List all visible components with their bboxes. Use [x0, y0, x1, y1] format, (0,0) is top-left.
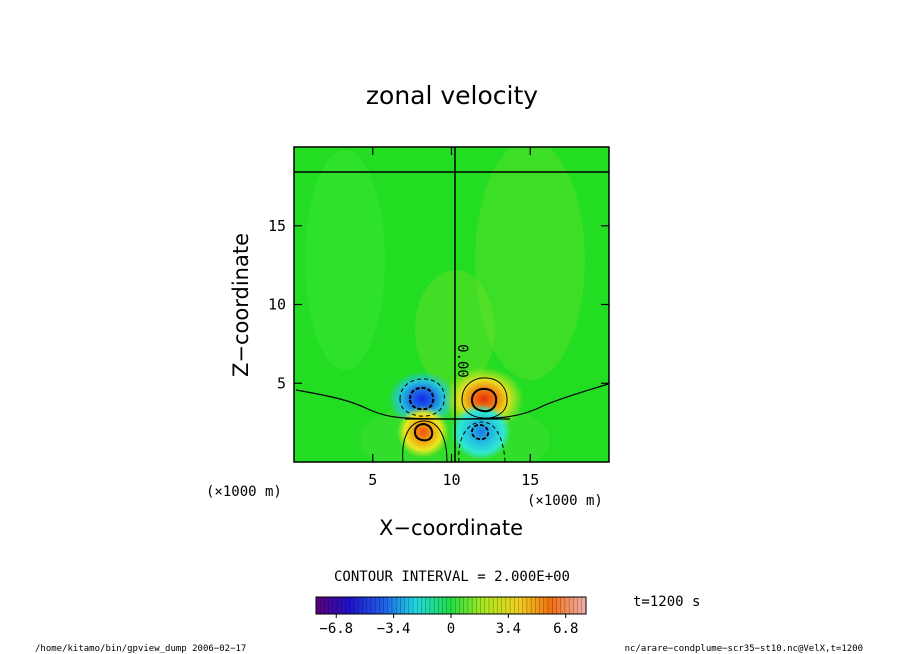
footer-right: nc/arare−condplume−scr35−st10.nc@VelX,t=… — [625, 644, 863, 654]
x-tick-label: 10 — [442, 471, 460, 489]
field-shade-right — [475, 147, 585, 380]
colorbar-tick-label: 0 — [447, 621, 455, 637]
colorbar-ticks: −6.8 −3.4 0 3.4 6.8 — [319, 614, 578, 637]
contour-positive-inner — [470, 387, 498, 413]
contour-negative-lower-outer — [458, 421, 506, 462]
footer-left: /home/kitamo/bin/gpview_dump 2006−02−17 — [35, 644, 246, 654]
colorbar-bins — [320, 597, 582, 614]
contour-negative-lower-inner — [471, 423, 490, 441]
zero-contour-label: 0.00 — [454, 344, 470, 378]
chart-title: zonal velocity — [366, 81, 538, 110]
contour-positive-lower-outer — [402, 420, 448, 462]
y-ticks: 5 10 15 — [268, 217, 609, 392]
contour-negative-inner — [408, 386, 435, 411]
y-tick-label: 15 — [268, 217, 286, 235]
colorbar-tick-label: 3.4 — [496, 621, 521, 637]
y-axis-label: Z−coordinate — [229, 233, 253, 377]
colorbar-tick-label: −3.4 — [377, 621, 411, 637]
colorbar-tick-label: 6.8 — [553, 621, 578, 637]
x-ticks: 5 10 15 — [368, 147, 539, 489]
y-unit-label: (×1000 m) — [206, 484, 282, 500]
x-tick-label: 15 — [521, 471, 539, 489]
x-axis-label: X−coordinate — [379, 516, 523, 540]
x-tick-label: 5 — [368, 471, 377, 489]
contour-positive-outer — [461, 377, 508, 419]
field-shade-left — [305, 150, 385, 370]
x-unit-label: (×1000 m) — [527, 493, 603, 509]
y-tick-label: 10 — [268, 296, 286, 314]
contour-interval-text: CONTOUR INTERVAL = 2.000E+00 — [334, 569, 570, 585]
y-tick-label: 5 — [277, 374, 286, 392]
contour-positive-lower-inner — [413, 422, 434, 442]
time-label: t=1200 s — [633, 594, 700, 610]
colorbar-tick-label: −6.8 — [319, 621, 353, 637]
contour-negative-outer — [399, 378, 445, 417]
plot-area — [294, 147, 609, 462]
